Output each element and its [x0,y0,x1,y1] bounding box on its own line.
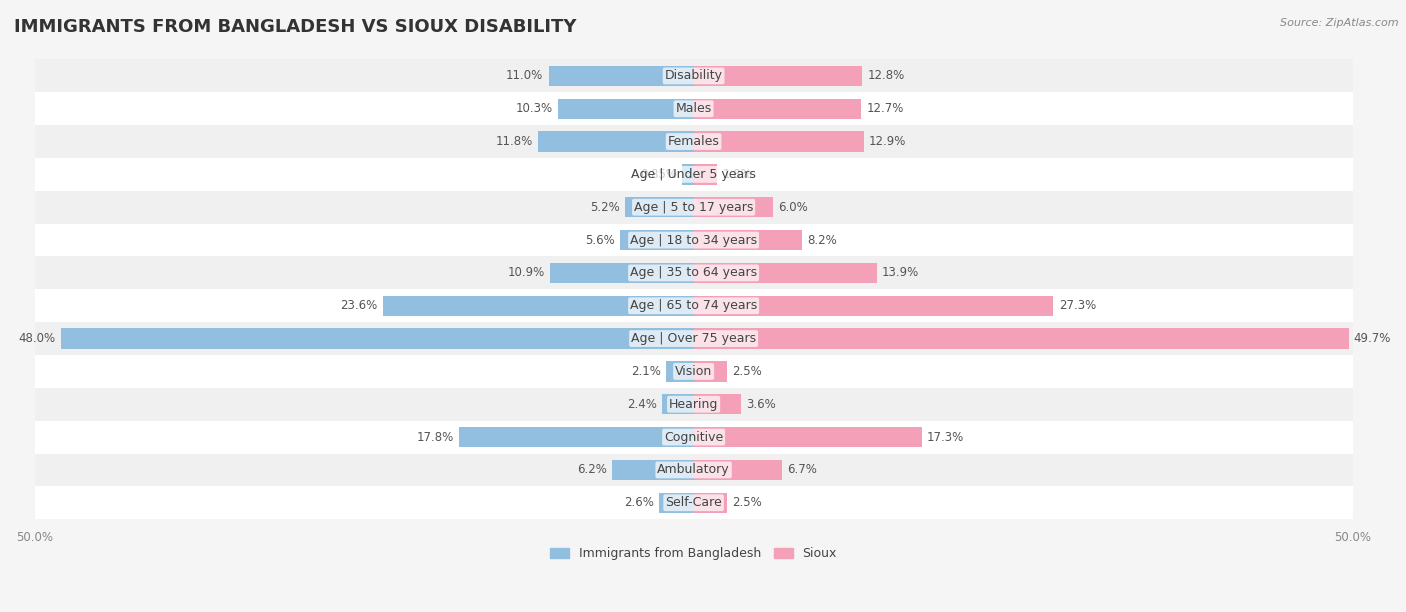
Text: Males: Males [675,102,711,115]
Text: 17.8%: 17.8% [416,431,454,444]
Bar [620,230,693,250]
Bar [60,329,693,349]
Bar [35,289,1353,322]
Bar [458,427,693,447]
Bar [693,493,727,513]
Text: 2.5%: 2.5% [733,365,762,378]
Text: 6.7%: 6.7% [787,463,817,476]
Bar [35,420,1353,453]
Text: 11.0%: 11.0% [506,69,543,83]
Text: 12.7%: 12.7% [866,102,904,115]
Text: 1.8%: 1.8% [723,168,752,181]
Text: 2.1%: 2.1% [631,365,661,378]
Text: Cognitive: Cognitive [664,431,723,444]
Bar [693,361,727,382]
Bar [682,164,693,185]
Text: 10.3%: 10.3% [516,102,553,115]
Text: 12.9%: 12.9% [869,135,907,148]
Bar [548,65,693,86]
Bar [693,460,782,480]
Text: 2.6%: 2.6% [624,496,654,509]
Bar [35,487,1353,519]
Text: 3.6%: 3.6% [747,398,776,411]
Bar [35,158,1353,191]
Text: Hearing: Hearing [669,398,718,411]
Bar [35,256,1353,289]
Text: Vision: Vision [675,365,713,378]
Bar [35,453,1353,487]
Text: 8.2%: 8.2% [807,234,837,247]
Text: Ambulatory: Ambulatory [657,463,730,476]
Bar [693,329,1348,349]
Text: Females: Females [668,135,720,148]
Bar [693,296,1053,316]
Bar [693,427,921,447]
Bar [693,197,773,217]
Legend: Immigrants from Bangladesh, Sioux: Immigrants from Bangladesh, Sioux [546,542,842,565]
Text: 10.9%: 10.9% [508,266,544,280]
Bar [662,394,693,414]
Bar [538,132,693,152]
Text: 13.9%: 13.9% [882,266,920,280]
Text: 23.6%: 23.6% [340,299,377,312]
Text: 5.6%: 5.6% [585,234,614,247]
Text: 6.0%: 6.0% [778,201,807,214]
Bar [35,59,1353,92]
Text: 2.5%: 2.5% [733,496,762,509]
Bar [35,223,1353,256]
Bar [382,296,693,316]
Bar [626,197,693,217]
Bar [693,263,877,283]
Text: 17.3%: 17.3% [927,431,965,444]
Bar [659,493,693,513]
Text: Disability: Disability [665,69,723,83]
Text: Self-Care: Self-Care [665,496,723,509]
Bar [693,132,863,152]
Text: IMMIGRANTS FROM BANGLADESH VS SIOUX DISABILITY: IMMIGRANTS FROM BANGLADESH VS SIOUX DISA… [14,18,576,36]
Bar [693,230,801,250]
Text: 27.3%: 27.3% [1059,299,1095,312]
Bar [558,99,693,119]
Text: 49.7%: 49.7% [1354,332,1391,345]
Text: Age | Over 75 years: Age | Over 75 years [631,332,756,345]
Text: 5.2%: 5.2% [591,201,620,214]
Bar [693,65,862,86]
Bar [666,361,693,382]
Bar [550,263,693,283]
Bar [35,388,1353,420]
Text: Source: ZipAtlas.com: Source: ZipAtlas.com [1281,18,1399,28]
Bar [693,394,741,414]
Text: 2.4%: 2.4% [627,398,657,411]
Text: Age | 65 to 74 years: Age | 65 to 74 years [630,299,758,312]
Bar [35,125,1353,158]
Bar [35,322,1353,355]
Bar [35,191,1353,223]
Bar [693,164,717,185]
Text: Age | Under 5 years: Age | Under 5 years [631,168,756,181]
Bar [693,99,860,119]
Bar [35,92,1353,125]
Text: 0.85%: 0.85% [640,168,678,181]
Text: Age | 35 to 64 years: Age | 35 to 64 years [630,266,758,280]
Text: 48.0%: 48.0% [18,332,56,345]
Text: 6.2%: 6.2% [576,463,606,476]
Bar [612,460,693,480]
Text: 12.8%: 12.8% [868,69,905,83]
Text: Age | 18 to 34 years: Age | 18 to 34 years [630,234,758,247]
Text: Age | 5 to 17 years: Age | 5 to 17 years [634,201,754,214]
Text: 11.8%: 11.8% [495,135,533,148]
Bar [35,355,1353,388]
